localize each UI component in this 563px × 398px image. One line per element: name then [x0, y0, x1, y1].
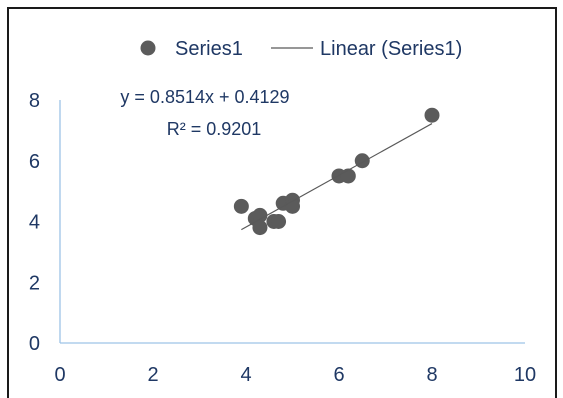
- x-tick-label: 0: [54, 364, 65, 386]
- data-point[interactable]: [424, 107, 440, 123]
- y-tick-label: 4: [29, 212, 40, 234]
- x-tick-label: 4: [240, 364, 251, 386]
- trendline[interactable]: [241, 123, 433, 231]
- x-tick-label: 6: [333, 364, 344, 386]
- data-point[interactable]: [252, 220, 268, 236]
- data-point[interactable]: [271, 214, 287, 229]
- legend-label-series1: Series1: [175, 38, 243, 60]
- legend-entry-series1[interactable]: Series1: [140, 38, 243, 60]
- y-tick-label: 0: [29, 333, 40, 355]
- trendline-label[interactable]: y = 0.8514x + 0.4129 R² = 0.9201: [120, 87, 289, 139]
- data-point[interactable]: [233, 198, 249, 214]
- data-point[interactable]: [354, 153, 370, 169]
- legend[interactable]: Series1 Linear (Series1): [140, 38, 463, 60]
- y-tick-label: 8: [29, 90, 40, 112]
- legend-marker: [140, 40, 156, 56]
- x-tick-label: 8: [426, 364, 437, 386]
- legend-entry-trendline[interactable]: Linear (Series1): [271, 38, 462, 60]
- y-tick-label: 2: [29, 272, 40, 294]
- x-tick-label: 2: [147, 364, 158, 386]
- y-tick-label: 6: [29, 151, 40, 173]
- x-tick-label: 10: [514, 364, 536, 386]
- data-point[interactable]: [252, 207, 268, 223]
- series1-points[interactable]: [233, 107, 440, 236]
- axes: 0 2 4 6 8 0 2 4 6 8 10: [29, 90, 536, 386]
- trendline-equation: y = 0.8514x + 0.4129: [120, 87, 289, 107]
- legend-label-trendline: Linear (Series1): [320, 38, 462, 60]
- trendline-r-squared: R² = 0.9201: [167, 119, 262, 139]
- trendline-layer[interactable]: [241, 123, 433, 231]
